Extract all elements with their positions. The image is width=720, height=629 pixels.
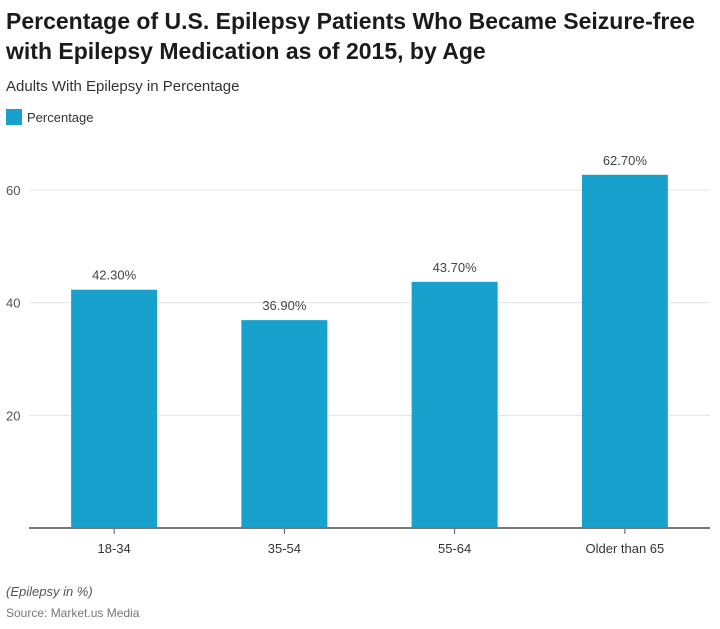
data-label: 43.70% — [433, 260, 478, 275]
data-label: 42.30% — [92, 268, 137, 283]
x-tick-label: 18-34 — [98, 541, 131, 556]
bar — [581, 174, 668, 529]
data-label: 62.70% — [603, 153, 648, 168]
legend-swatch — [6, 109, 22, 125]
data-label: 36.90% — [262, 298, 307, 313]
x-tick-label: 55-64 — [438, 541, 471, 556]
legend: Percentage — [6, 109, 94, 125]
chart-subtitle: Adults With Epilepsy in Percentage — [6, 78, 240, 95]
chart-title: Percentage of U.S. Epilepsy Patients Who… — [6, 8, 695, 64]
y-tick-label: 40 — [6, 296, 20, 311]
x-tick-label: Older than 65 — [585, 541, 664, 556]
chart-source: Source: Market.us Media — [6, 606, 140, 620]
bar — [411, 281, 498, 528]
y-tick-label: 20 — [6, 408, 20, 423]
x-tick-label: 35-54 — [268, 541, 301, 556]
y-tick-label: 60 — [6, 183, 20, 198]
chart-note: (Epilepsy in %) — [6, 584, 93, 599]
bar — [71, 289, 158, 528]
legend-label: Percentage — [27, 109, 94, 125]
bar — [241, 320, 328, 528]
